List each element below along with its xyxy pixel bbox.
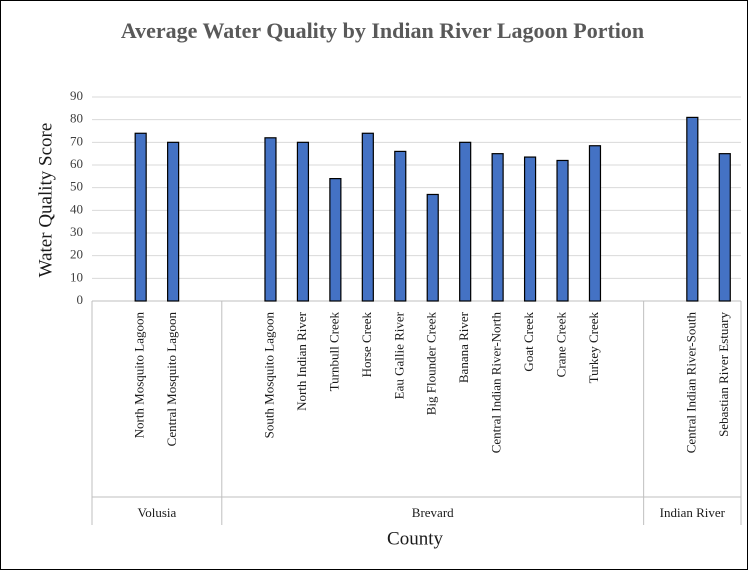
bar	[394, 150, 407, 302]
x-tick-label: North Indian River	[294, 311, 309, 411]
x-axis-label: County	[387, 528, 443, 549]
y-tick-label: 50	[70, 179, 83, 194]
y-tick-label: 60	[70, 156, 83, 171]
y-axis-label: Water Quality Score	[35, 123, 56, 278]
x-tick-label: Goat Creek	[521, 312, 536, 372]
y-tick-label: 0	[77, 292, 84, 307]
x-tick-label: Crane Creek	[554, 312, 569, 378]
bar	[718, 153, 731, 302]
bar	[296, 141, 310, 302]
bar	[134, 132, 147, 302]
x-tick-label: Big Flounder Creek	[424, 312, 439, 416]
x-tick-label: North Mosquito Lagoon	[132, 312, 147, 439]
bar	[556, 159, 569, 302]
bar	[426, 193, 439, 302]
y-tick-label: 70	[70, 133, 83, 148]
y-tick-label: 20	[70, 247, 83, 262]
x-tick-label: Turkey Creek	[586, 312, 601, 384]
bar	[361, 132, 374, 302]
x-tick-label: Horse Creek	[359, 312, 374, 378]
x-tick-label: Sebastian River Estuary	[716, 312, 731, 437]
bar	[329, 178, 342, 302]
chart-title: Average Water Quality by Indian River La…	[120, 18, 645, 43]
x-tick-label: South Mosquito Lagoon	[261, 312, 276, 439]
group-label: Volusia	[138, 505, 177, 520]
bar	[167, 141, 180, 302]
x-tick-label: Banana River	[456, 311, 471, 383]
y-tick-label: 40	[70, 201, 83, 216]
x-tick-label: Central Indian River-South	[683, 312, 698, 454]
bar	[491, 153, 504, 302]
bar	[264, 137, 277, 302]
y-tick-label: 80	[70, 111, 83, 126]
x-tick-label: Central Mosquito Lagoon	[164, 312, 179, 447]
x-tick-label: Central Indian River-North	[489, 312, 504, 454]
bar	[686, 116, 699, 302]
bar	[523, 156, 537, 302]
y-tick-label: 10	[70, 269, 83, 284]
bar	[459, 141, 472, 302]
x-tick-label: Eau Gallie River	[391, 311, 406, 399]
group-label: Brevard	[412, 505, 454, 520]
bar	[588, 145, 602, 302]
y-tick-label: 90	[70, 88, 83, 103]
x-tick-label: Turnbull Creek	[326, 312, 341, 392]
y-tick-label: 30	[70, 224, 83, 239]
group-label: Indian River	[660, 505, 726, 520]
